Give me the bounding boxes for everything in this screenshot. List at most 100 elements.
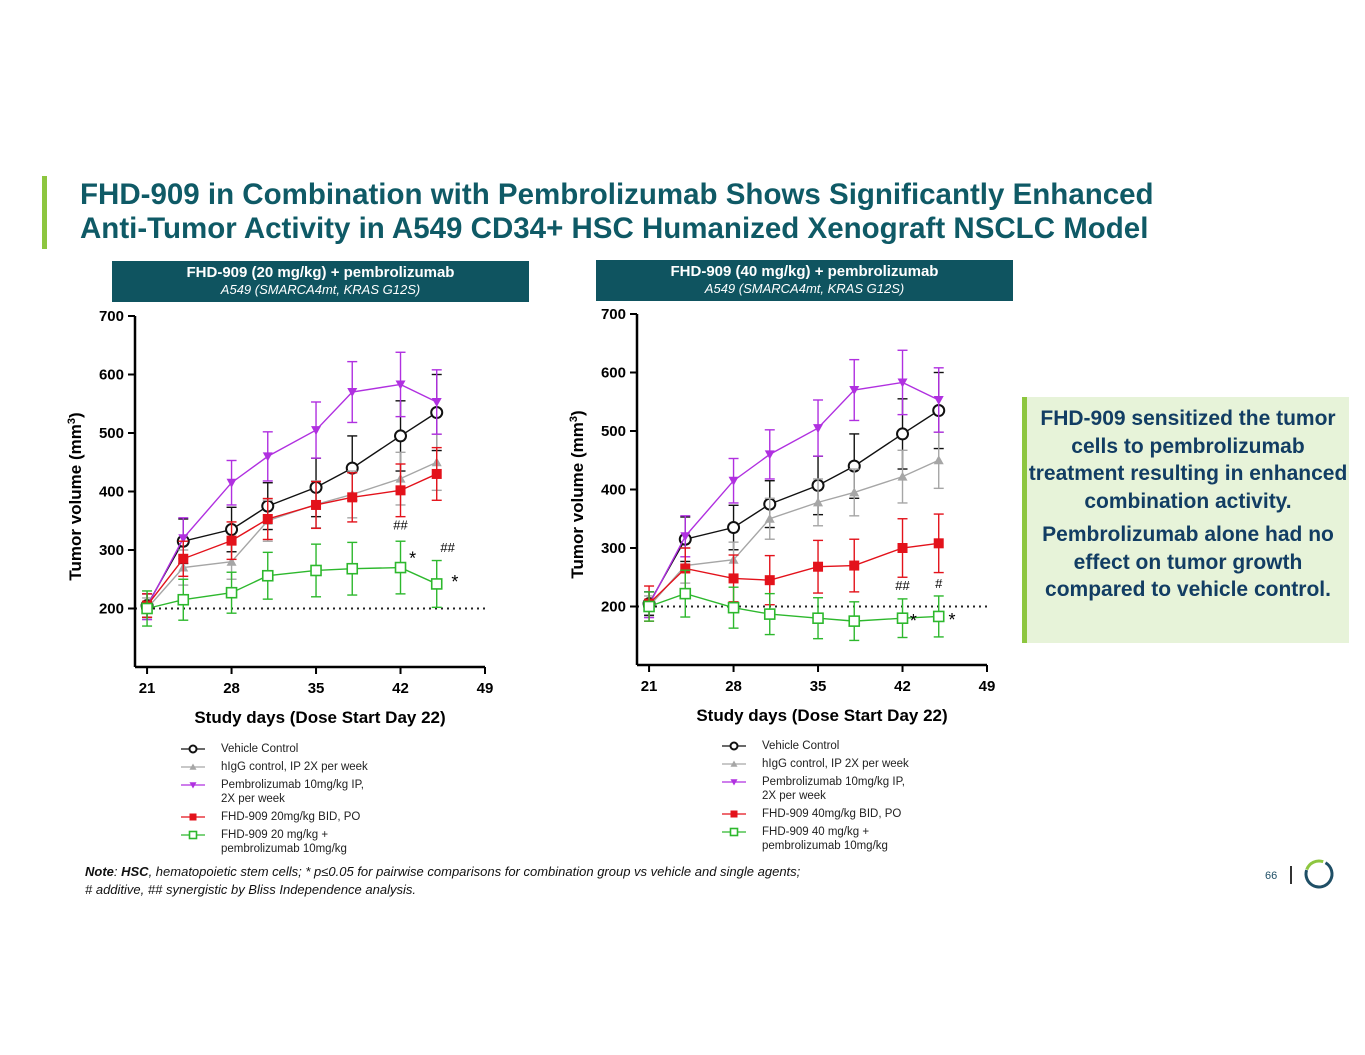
- x-tick-label: 42: [894, 678, 911, 695]
- series-pembro: [644, 349, 944, 619]
- data-point: [763, 608, 776, 620]
- significance-annotation: *: [409, 549, 416, 569]
- legend-marker: [730, 810, 738, 818]
- data-point: [813, 497, 824, 507]
- legend-item-pembro: Pembrolizumab 10mg/kg IP, 2X per week: [180, 778, 368, 806]
- panel-header-right: FHD-909 (40 mg/kg) + pembrolizumab A549 …: [596, 260, 1013, 301]
- significance-annotation: *: [948, 610, 955, 630]
- legend-marker: [730, 779, 738, 786]
- series-line-pembro: [648, 381, 940, 606]
- data-point: [262, 513, 273, 524]
- panel-header-left-title: FHD-909 (20 mg/kg) + pembrolizumab: [186, 264, 455, 281]
- data-point: [395, 380, 406, 390]
- legend-marker: [189, 813, 197, 821]
- legend-label-continued: pembrolizumab 10mg/kg: [221, 843, 347, 855]
- legend-symbol: [181, 830, 205, 840]
- x-tick-label: 49: [979, 678, 996, 695]
- x-tick-label: 28: [725, 678, 742, 695]
- footnote-line1: Note: HSC, hematopoietic stem cells; * p…: [85, 864, 801, 879]
- data-point: [394, 561, 407, 574]
- legend-marker: [729, 827, 739, 837]
- data-point: [849, 487, 860, 497]
- legend-symbol: [722, 760, 746, 767]
- data-point: [431, 397, 442, 407]
- data-point: [177, 593, 190, 606]
- data-point: [431, 468, 442, 479]
- series-fhd: [644, 513, 944, 622]
- y-tick-label: 600: [601, 365, 626, 382]
- data-point: [643, 600, 655, 613]
- series-vehicle: [140, 373, 444, 618]
- legend-label-continued: 2X per week: [221, 793, 285, 805]
- data-point: [813, 424, 824, 434]
- series-line-vehicle: [146, 411, 438, 606]
- legend-label: hIgG control, IP 2X per week: [762, 758, 909, 770]
- y-tick-label: 500: [601, 423, 626, 440]
- legend-symbol: [181, 744, 205, 754]
- y-axis-label: Tumor volume (mm3): [66, 412, 85, 580]
- slide-title-line2: Anti-Tumor Activity in A549 CD34+ HSC Hu…: [80, 212, 1149, 245]
- footnote-line1-text: , hematopoietic stem cells; * p≤0.05 for…: [148, 864, 801, 879]
- data-point: [812, 612, 824, 625]
- y-tick-label: 300: [99, 542, 124, 559]
- legend-item-combo: FHD-909 40 mg/kg + pembrolizumab 10mg/kg: [721, 825, 909, 853]
- footnote: Note: HSC, hematopoietic stem cells; * p…: [85, 863, 800, 899]
- legend-symbol: [722, 779, 746, 786]
- y-tick-label: 300: [601, 540, 626, 557]
- slide-title: FHD-909 in Combination with Pembrolizuma…: [80, 178, 1280, 246]
- data-point: [261, 569, 274, 582]
- x-tick-label: 21: [139, 680, 156, 697]
- data-point: [310, 564, 322, 577]
- y-tick-label: 200: [99, 601, 124, 618]
- x-axis-label: Study days (Dose Start Day 22): [194, 708, 445, 727]
- legend-symbol: [722, 741, 746, 751]
- y-tick-label: 500: [99, 425, 124, 442]
- data-point: [933, 395, 944, 405]
- series-line-pembro: [146, 383, 438, 608]
- legend-item-combo: FHD-909 20 mg/kg + pembrolizumab 10mg/kg: [180, 828, 368, 856]
- legend-label: Vehicle Control: [762, 740, 840, 752]
- data-point: [311, 499, 322, 510]
- legend-marker: [189, 763, 197, 770]
- legend-item-higg: hIgG control, IP 2X per week: [721, 757, 909, 771]
- legend-label: FHD-909 20 mg/kg +: [221, 829, 329, 841]
- data-point: [262, 452, 273, 462]
- legend-symbol: [181, 782, 205, 789]
- data-point: [394, 429, 408, 443]
- y-tick-label: 200: [601, 599, 626, 616]
- data-point: [430, 578, 443, 590]
- tumor-volume-chart-20mg: 200 300 400 500 600 700 21 28 35 42 49 Study days (…: [66, 308, 493, 727]
- data-point: [813, 561, 824, 572]
- significance-annotation: #: [935, 576, 943, 591]
- y-tick-label: 700: [99, 308, 124, 325]
- data-point: [311, 426, 322, 436]
- data-point: [679, 587, 692, 600]
- series-line-combo: [146, 566, 438, 610]
- data-point: [347, 388, 358, 398]
- legend-label: hIgG control, IP 2X per week: [221, 761, 368, 773]
- data-point: [395, 485, 406, 496]
- data-point: [897, 543, 908, 553]
- data-point: [178, 553, 189, 564]
- y-axis-label: Tumor volume (mm3): [568, 410, 587, 578]
- legend-item-vehicle: Vehicle Control: [180, 742, 368, 756]
- data-point: [226, 556, 237, 566]
- data-point: [226, 535, 237, 546]
- data-point: [897, 378, 908, 388]
- data-point: [933, 538, 944, 549]
- legend-marker: [730, 760, 738, 767]
- legend-label: Vehicle Control: [221, 743, 299, 755]
- slide-title-line1: FHD-909 in Combination with Pembrolizuma…: [80, 178, 1154, 211]
- panel-header-right-subtitle: A549 (SMARCA4mt, KRAS G12S): [704, 281, 905, 296]
- data-point: [680, 563, 691, 574]
- data-point: [226, 478, 237, 488]
- data-point: [728, 476, 739, 486]
- x-axis-label: Study days (Dose Start Day 22): [696, 706, 947, 725]
- legend-20mg: Vehicle Control hIgG control, IP 2X per w…: [180, 742, 368, 860]
- data-point: [933, 455, 944, 465]
- y-tick-label: 400: [601, 482, 626, 499]
- series-line-higg: [146, 461, 438, 609]
- series-combo: [643, 569, 945, 642]
- x-tick-label: 35: [308, 680, 325, 697]
- significance-annotation: *: [910, 611, 917, 631]
